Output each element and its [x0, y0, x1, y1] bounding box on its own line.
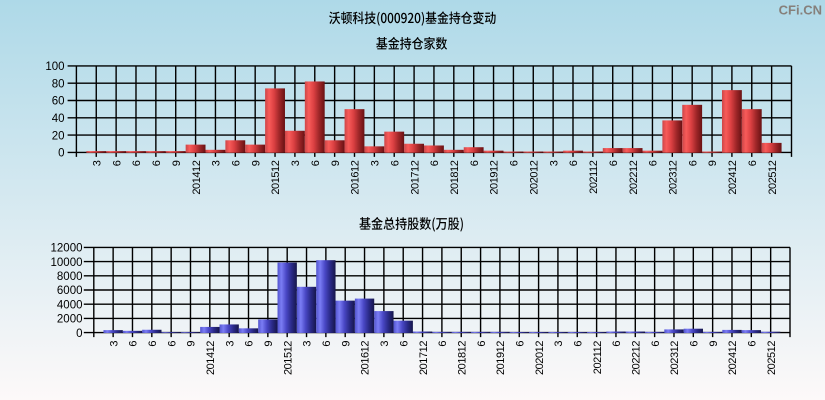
svg-text:CFi.CN: CFi.CN: [779, 3, 822, 18]
svg-text:6: 6: [476, 341, 488, 347]
svg-text:201412: 201412: [205, 341, 217, 375]
svg-text:3: 3: [370, 160, 382, 166]
svg-text:3: 3: [302, 341, 314, 347]
svg-text:3: 3: [91, 160, 103, 166]
svg-text:6: 6: [650, 341, 662, 347]
svg-text:6: 6: [437, 341, 449, 347]
svg-text:6: 6: [568, 160, 580, 166]
svg-text:6: 6: [747, 341, 759, 347]
svg-text:6: 6: [514, 341, 526, 347]
svg-text:9: 9: [263, 341, 275, 347]
svg-text:9: 9: [707, 160, 719, 166]
svg-text:201512: 201512: [282, 341, 294, 375]
svg-text:201912: 201912: [495, 341, 507, 375]
svg-text:6: 6: [611, 341, 623, 347]
svg-text:6: 6: [244, 341, 256, 347]
svg-text:9: 9: [330, 160, 342, 166]
svg-text:6: 6: [321, 341, 333, 347]
svg-text:6: 6: [689, 341, 701, 347]
svg-text:6: 6: [166, 341, 178, 347]
svg-text:6: 6: [648, 160, 660, 166]
svg-text:202112: 202112: [592, 341, 604, 375]
svg-text:201812: 201812: [456, 341, 468, 375]
svg-text:202512: 202512: [766, 341, 778, 375]
svg-text:60: 60: [52, 96, 65, 108]
svg-text:202512: 202512: [767, 160, 779, 194]
svg-text:202412: 202412: [727, 160, 739, 194]
svg-text:4000: 4000: [57, 299, 83, 311]
svg-text:6: 6: [389, 160, 401, 166]
svg-text:9: 9: [708, 341, 720, 347]
svg-text:40: 40: [52, 113, 65, 125]
svg-text:3: 3: [553, 341, 565, 347]
svg-text:201812: 201812: [449, 160, 461, 194]
svg-text:201612: 201612: [350, 160, 362, 194]
svg-text:9: 9: [340, 341, 352, 347]
svg-text:9: 9: [186, 341, 198, 347]
svg-text:201412: 201412: [191, 160, 203, 194]
svg-text:6: 6: [231, 160, 243, 166]
svg-text:20: 20: [52, 130, 65, 142]
svg-text:3: 3: [224, 341, 236, 347]
svg-text:6: 6: [469, 160, 481, 166]
svg-text:12000: 12000: [51, 243, 83, 255]
svg-text:6: 6: [608, 160, 620, 166]
svg-text:9: 9: [171, 160, 183, 166]
svg-text:201712: 201712: [409, 160, 421, 194]
svg-text:8000: 8000: [57, 271, 83, 283]
svg-text:6: 6: [310, 160, 322, 166]
svg-text:202212: 202212: [630, 341, 642, 375]
svg-text:202412: 202412: [727, 341, 739, 375]
svg-text:202312: 202312: [669, 341, 681, 375]
svg-text:6: 6: [687, 160, 699, 166]
svg-text:201912: 201912: [489, 160, 501, 194]
svg-text:201512: 201512: [270, 160, 282, 194]
svg-text:3: 3: [108, 341, 120, 347]
svg-text:2000: 2000: [57, 314, 83, 326]
svg-text:202212: 202212: [628, 160, 640, 194]
svg-text:6: 6: [147, 341, 159, 347]
svg-text:6: 6: [151, 160, 163, 166]
svg-text:201712: 201712: [418, 341, 430, 375]
svg-text:9: 9: [250, 160, 262, 166]
svg-text:6: 6: [128, 341, 140, 347]
svg-text:6: 6: [572, 341, 584, 347]
svg-text:6: 6: [747, 160, 759, 166]
svg-text:3: 3: [379, 341, 391, 347]
svg-text:10000: 10000: [51, 257, 83, 269]
svg-text:201612: 201612: [360, 341, 372, 375]
svg-text:3: 3: [290, 160, 302, 166]
svg-text:6: 6: [398, 341, 410, 347]
svg-text:100: 100: [45, 61, 64, 73]
svg-text:202012: 202012: [528, 160, 540, 194]
svg-text:80: 80: [52, 78, 65, 90]
svg-text:0: 0: [58, 148, 64, 160]
svg-text:3: 3: [548, 160, 560, 166]
svg-text:6: 6: [509, 160, 521, 166]
svg-text:0: 0: [76, 328, 82, 340]
svg-text:202012: 202012: [534, 341, 546, 375]
svg-text:202112: 202112: [588, 160, 600, 194]
svg-text:6: 6: [429, 160, 441, 166]
svg-text:202312: 202312: [668, 160, 680, 194]
svg-text:6: 6: [111, 160, 123, 166]
svg-text:3: 3: [211, 160, 223, 166]
svg-text:6: 6: [131, 160, 143, 166]
svg-text:6000: 6000: [57, 285, 83, 297]
